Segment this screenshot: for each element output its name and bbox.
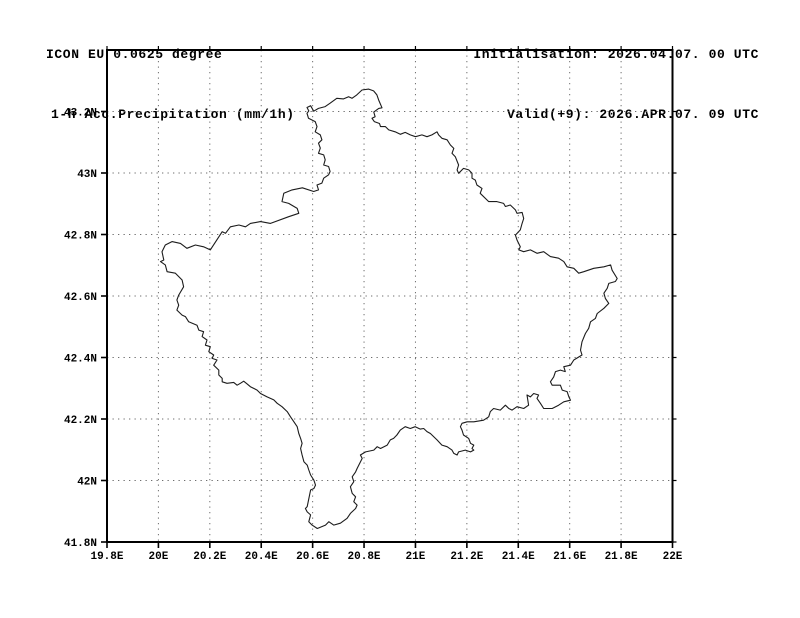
lon-tick-label: 20.8E	[348, 551, 381, 563]
lon-tick-label: 20.6E	[296, 551, 329, 563]
lat-tick-label: 42.8N	[64, 231, 97, 243]
product-title: 1-h Acc.Precipitation (mm/1h)	[51, 107, 295, 122]
lon-tick-label: 22E	[663, 551, 683, 563]
lon-tick-label: 20.4E	[245, 551, 278, 563]
lon-tick-label: 19.8E	[90, 551, 123, 563]
map-outline	[159, 88, 618, 530]
axis-ticks	[101, 46, 677, 548]
lon-tick-label: 20E	[149, 551, 169, 563]
lon-tick-label: 21.6E	[553, 551, 586, 563]
lon-tick-label: 21.8E	[605, 551, 638, 563]
plot-frame	[106, 49, 674, 543]
lon-tick-label: 20.2E	[193, 551, 226, 563]
lat-tick-label: 42N	[77, 477, 97, 489]
lon-tick-label: 21E	[406, 551, 426, 563]
lat-tick-label: 42.2N	[64, 415, 97, 427]
kosovo-border-outline	[159, 88, 618, 530]
lon-tick-label: 21.4E	[502, 551, 535, 563]
lat-tick-label: 41.8N	[64, 538, 97, 550]
valid-time: Valid(+9): 2026.APR.07. 09 UTC	[506, 107, 759, 122]
lat-tick-label: 42.6N	[64, 292, 97, 304]
lat-tick-label: 43N	[77, 169, 97, 181]
plot-border	[106, 49, 674, 543]
axis-labels: 19.8E 20E 20.2E 20.4E 20.6E 20.8E 21E 21.2E 21.4…	[64, 108, 683, 564]
lat-tick-label: 43.2N	[64, 108, 97, 120]
lon-tick-label: 21.2E	[450, 551, 483, 563]
lat-tick-label: 42.4N	[64, 354, 97, 366]
grid-lines	[107, 50, 673, 542]
